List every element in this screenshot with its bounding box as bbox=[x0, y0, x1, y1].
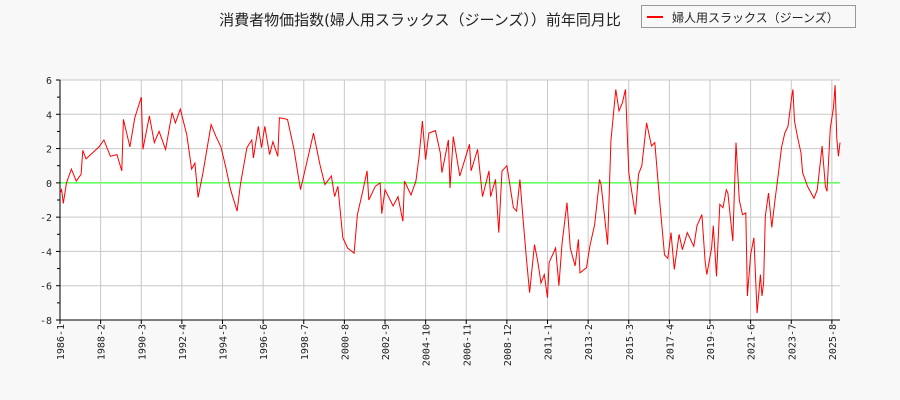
x-tick-label: 2015-3 bbox=[625, 324, 636, 360]
y-tick-label: 0 bbox=[46, 179, 52, 190]
y-tick-label: -2 bbox=[40, 213, 52, 224]
x-tick-label: 2008-12 bbox=[503, 324, 514, 366]
x-tick-label: 2006-11 bbox=[462, 324, 473, 366]
x-tick-label: 1994-5 bbox=[219, 324, 230, 360]
y-tick-label: 6 bbox=[46, 76, 52, 87]
x-tick-label: 2019-5 bbox=[706, 324, 717, 360]
x-tick-label: 2017-4 bbox=[665, 324, 676, 360]
x-tick-label: 2013-2 bbox=[584, 324, 595, 360]
y-tick-label: -6 bbox=[40, 282, 52, 293]
legend-swatch bbox=[647, 16, 663, 18]
x-tick-label: 1990-3 bbox=[137, 324, 148, 360]
x-tick-label: 2021-6 bbox=[747, 324, 758, 360]
series-line bbox=[59, 85, 841, 314]
plot-area bbox=[60, 80, 840, 320]
y-tick-label: 4 bbox=[46, 110, 52, 121]
x-tick-label: 1992-4 bbox=[178, 324, 189, 360]
x-tick-label: 2023-7 bbox=[787, 324, 798, 360]
x-tick-label: 2025-8 bbox=[828, 324, 839, 360]
axes: 6 4 2 0 -2 -4 -6 -8 1986-1 1988-2 1990-3 1992-4 1994… bbox=[40, 76, 840, 366]
chart-title: 消費者物価指数(婦人用スラックス（ジーンズ））前年同月比 bbox=[219, 11, 621, 29]
x-tick-label: 1988-2 bbox=[97, 324, 108, 360]
x-tick-label: 1986-1 bbox=[56, 324, 67, 360]
x-tick-label: 1998-7 bbox=[300, 324, 311, 360]
legend: 婦人用スラックス（ジーンズ） bbox=[641, 5, 856, 28]
x-tick-label: 2011-1 bbox=[544, 324, 555, 360]
series-layer bbox=[59, 85, 841, 314]
y-tick-label: -4 bbox=[40, 247, 52, 258]
y-tick-label: -8 bbox=[40, 316, 52, 327]
x-tick-label: 1996-6 bbox=[259, 324, 270, 360]
x-tick-label: 2000-8 bbox=[340, 324, 351, 360]
x-tick-label: 2002-9 bbox=[381, 324, 392, 360]
x-tick-label: 2004-10 bbox=[422, 324, 433, 366]
y-tick-label: 2 bbox=[46, 145, 52, 156]
grid-lines bbox=[60, 79, 840, 321]
legend-label: 婦人用スラックス（ジーンズ） bbox=[672, 11, 839, 25]
